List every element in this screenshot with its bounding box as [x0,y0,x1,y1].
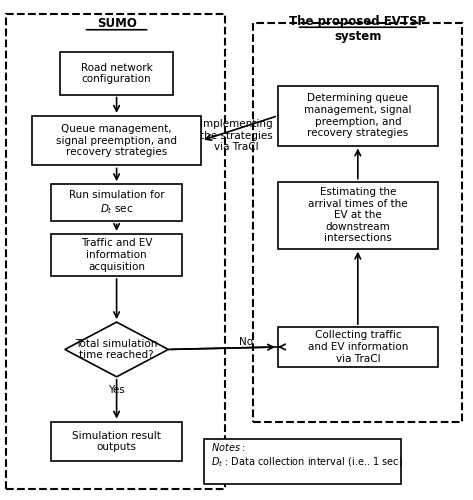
Text: Total simulation
time reached?: Total simulation time reached? [75,338,158,360]
Text: Road network
configuration: Road network configuration [81,62,152,84]
FancyBboxPatch shape [278,182,438,249]
Text: SUMO: SUMO [96,18,137,30]
Text: Run simulation for
$D_t$ sec: Run simulation for $D_t$ sec [69,190,165,216]
Text: The proposed EVTSP
system: The proposed EVTSP system [289,14,426,42]
Text: Traffic and EV
information
acquisition: Traffic and EV information acquisition [81,238,152,272]
FancyBboxPatch shape [51,234,183,276]
Text: Implementing
the strategies
via TraCI: Implementing the strategies via TraCI [200,119,273,152]
FancyBboxPatch shape [32,116,201,166]
Polygon shape [65,322,168,377]
FancyBboxPatch shape [278,327,438,367]
FancyBboxPatch shape [51,422,183,462]
FancyBboxPatch shape [278,86,438,146]
Text: Queue management,
signal preemption, and
recovery strategies: Queue management, signal preemption, and… [56,124,177,157]
Text: $\it{Notes:}$
$\it{D_t}$ : Data collection interval (i.e.. 1 sec): $\it{Notes:}$ $\it{D_t}$ : Data collecti… [210,441,403,468]
Text: Yes: Yes [108,385,125,395]
Text: No: No [239,337,253,347]
Text: Simulation result
outputs: Simulation result outputs [72,430,161,452]
FancyBboxPatch shape [51,184,183,222]
Text: Collecting traffic
and EV information
via TraCI: Collecting traffic and EV information vi… [307,330,408,364]
FancyBboxPatch shape [60,52,173,94]
FancyBboxPatch shape [203,439,401,484]
Text: Estimating the
arrival times of the
EV at the
downstream
intersections: Estimating the arrival times of the EV a… [308,187,408,244]
Text: Determining queue
management, signal
preemption, and
recovery strategies: Determining queue management, signal pre… [304,94,412,138]
